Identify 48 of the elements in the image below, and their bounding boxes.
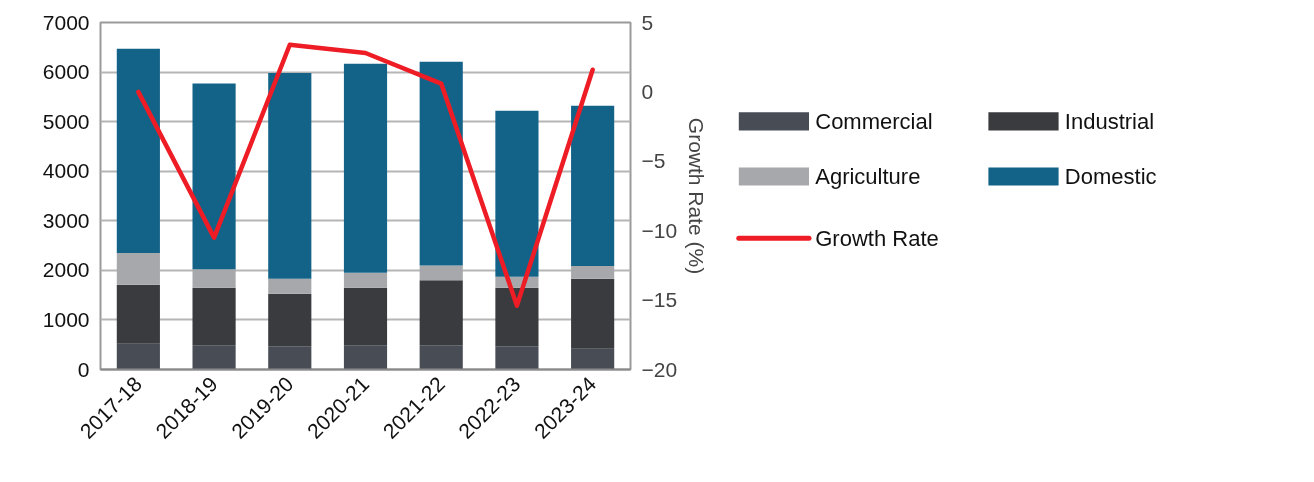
legend-label: Industrial bbox=[1064, 108, 1155, 134]
bar bbox=[571, 105, 615, 266]
legend-label: Domestic bbox=[1064, 164, 1157, 190]
bar bbox=[268, 278, 312, 294]
bar bbox=[419, 265, 463, 281]
bar bbox=[495, 346, 539, 370]
bar bbox=[116, 284, 160, 344]
bar bbox=[192, 345, 236, 370]
y2-tick-label: 5 bbox=[641, 10, 654, 34]
y2-tick-label: 0 bbox=[641, 79, 654, 103]
y-tick-label: 6000 bbox=[42, 60, 90, 84]
bar bbox=[571, 278, 615, 349]
bar bbox=[495, 287, 539, 347]
bar bbox=[192, 287, 236, 346]
bar bbox=[116, 343, 160, 370]
bar bbox=[419, 345, 463, 370]
y-tick-label: 0 bbox=[77, 357, 90, 381]
bar bbox=[268, 73, 312, 279]
bar bbox=[192, 269, 236, 288]
y-tick-label: 1000 bbox=[42, 307, 90, 331]
bar bbox=[192, 83, 236, 270]
y2-tick-label: −20 bbox=[641, 357, 678, 381]
bar bbox=[419, 280, 463, 346]
y-tick-label: 4000 bbox=[42, 159, 90, 183]
y2-tick-label: −15 bbox=[641, 288, 678, 312]
bar bbox=[268, 293, 312, 347]
legend-label: Agriculture bbox=[815, 164, 921, 190]
bar bbox=[419, 61, 463, 266]
y-tick-label: 3000 bbox=[42, 208, 90, 232]
y-tick-label: 7000 bbox=[42, 10, 90, 34]
bar bbox=[343, 272, 388, 288]
y-tick-label: 5000 bbox=[42, 109, 90, 133]
bar bbox=[571, 348, 615, 370]
y2-axis-title: Growth Rate (%) bbox=[685, 117, 709, 275]
bar bbox=[116, 253, 160, 285]
bar bbox=[116, 48, 160, 254]
legend-label: Commercial bbox=[815, 108, 933, 134]
bar bbox=[571, 265, 615, 279]
legend-label: Growth Rate bbox=[815, 225, 939, 251]
bar bbox=[343, 345, 388, 370]
line-series bbox=[136, 42, 595, 308]
bar bbox=[268, 346, 312, 370]
bar bbox=[495, 110, 539, 277]
y2-tick-label: −10 bbox=[641, 218, 678, 242]
y2-tick-label: −5 bbox=[641, 149, 666, 173]
y-tick-label: 2000 bbox=[42, 258, 90, 282]
bar bbox=[343, 287, 388, 346]
bar bbox=[343, 63, 388, 273]
